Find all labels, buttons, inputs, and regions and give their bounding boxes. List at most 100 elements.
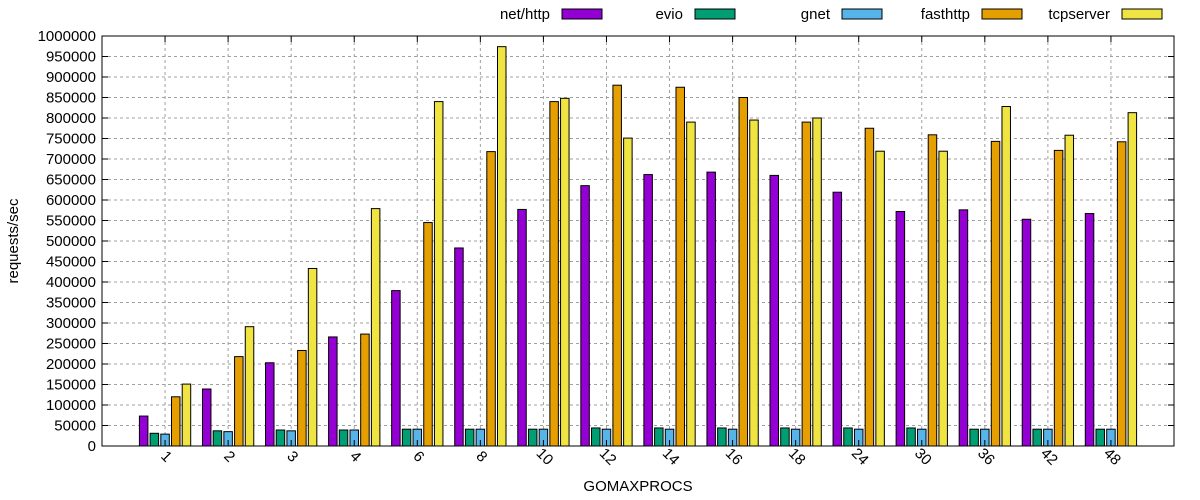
bar-evio [527, 428, 538, 447]
bar-evio [969, 428, 979, 447]
bar-net-http [895, 210, 906, 447]
bar-evio [591, 427, 601, 447]
x-tick-label: 16 [722, 445, 746, 469]
x-tick-label: 36 [974, 445, 998, 469]
bar-net-http [201, 388, 212, 447]
bar-tcpserver [749, 119, 759, 447]
y-tick-label: 700000 [46, 151, 96, 168]
y-tick-label: 200000 [46, 356, 96, 373]
legend-label: net/http [500, 6, 550, 23]
bar-tcpserver [938, 150, 948, 447]
bar-evio [717, 427, 727, 447]
x-tick-label: 2 [220, 448, 238, 466]
bar-tcpserver [1001, 106, 1011, 447]
bar-tcpserver [812, 117, 822, 447]
bar-fasthttp [738, 97, 749, 447]
bar-evio [780, 427, 790, 447]
bar-tcpserver [1127, 112, 1138, 447]
bar-evio [1032, 428, 1042, 447]
bar-fasthttp [927, 134, 938, 447]
y-tick-label: 400000 [46, 274, 96, 291]
x-tick-label: 8 [473, 448, 491, 466]
bar-evio [654, 427, 664, 447]
bar-net-http [958, 209, 969, 447]
bar-evio [338, 429, 349, 447]
y-tick-label: 850000 [46, 90, 96, 107]
y-tick-label: 750000 [46, 131, 96, 148]
bar-net-http [1021, 218, 1032, 447]
bar-net-http [391, 290, 401, 447]
x-tick-label: 24 [848, 445, 872, 469]
bar-fasthttp [1053, 149, 1064, 447]
bar-evio [1095, 428, 1105, 447]
legend: net/http evio gnet fasthttp tcpserver [500, 6, 1163, 23]
y-tick-label: 500000 [46, 233, 96, 250]
legend-label: fasthttp [921, 6, 970, 23]
bar-evio [401, 428, 412, 447]
bar-evio [906, 427, 916, 447]
bar-net-http [832, 191, 843, 447]
x-tick-label: 4 [346, 448, 364, 466]
legend-swatch [1121, 8, 1163, 20]
x-tick-label: 3 [283, 448, 301, 466]
legend-swatch [694, 8, 736, 20]
bar-tcpserver [497, 46, 507, 447]
bar-fasthttp [423, 222, 433, 447]
legend-label: gnet [801, 6, 831, 23]
bar-fasthttp [801, 121, 812, 447]
bar-tcpserver [875, 150, 885, 447]
y-axis-ticks: 0 50000 100000 150000 200000 250000 300000 3500… [38, 28, 1174, 455]
x-tick-label: 12 [596, 445, 620, 469]
legend-swatch [561, 8, 603, 20]
bar-tcpserver [433, 101, 444, 447]
y-tick-label: 0 [88, 438, 96, 455]
bar-tcpserver [307, 267, 318, 447]
x-tick-label: 30 [911, 445, 935, 469]
bar-tcpserver [560, 97, 570, 447]
bar-evio [464, 428, 475, 447]
x-tick-label: 1 [157, 448, 175, 466]
x-tick-label: 10 [533, 445, 557, 469]
x-tick-label: 6 [410, 448, 428, 466]
y-tick-label: 600000 [46, 192, 96, 209]
bar-evio [149, 432, 160, 447]
bar-net-http [265, 362, 275, 447]
legend-label: tcpserver [1048, 6, 1110, 23]
legend-swatch [841, 8, 883, 20]
bars [138, 46, 1138, 447]
y-tick-label: 50000 [54, 418, 96, 435]
y-tick-label: 650000 [46, 172, 96, 189]
bar-evio [275, 429, 286, 447]
bar-tcpserver [181, 383, 192, 447]
bar-fasthttp [549, 101, 559, 447]
y-tick-label: 550000 [46, 213, 96, 230]
bar-tcpserver [1064, 134, 1075, 447]
y-tick-label: 950000 [46, 49, 96, 66]
y-tick-label: 800000 [46, 110, 96, 127]
x-tick-label: 42 [1037, 445, 1061, 469]
bar-net-http [706, 171, 716, 447]
y-tick-label: 150000 [46, 377, 96, 394]
x-tick-label: 14 [659, 445, 683, 469]
y-tick-label: 1000000 [38, 28, 96, 45]
legend-label: evio [655, 6, 683, 23]
gridlines [102, 36, 1174, 446]
bar-net-http [769, 174, 779, 447]
legend-swatch [981, 8, 1023, 20]
bar-fasthttp [297, 349, 307, 447]
bar-net-http [580, 185, 590, 447]
bar-fasthttp [360, 333, 370, 447]
bar-net-http [328, 336, 338, 447]
bar-fasthttp [486, 151, 496, 447]
bar-net-http [454, 247, 464, 447]
y-tick-label: 450000 [46, 254, 96, 271]
bar-fasthttp [612, 84, 622, 447]
y-tick-label: 900000 [46, 69, 96, 86]
bar-fasthttp [675, 86, 685, 447]
bar-evio [843, 427, 853, 447]
bar-tcpserver [370, 208, 381, 447]
y-tick-label: 350000 [46, 295, 96, 312]
x-tick-label: 18 [785, 445, 809, 469]
